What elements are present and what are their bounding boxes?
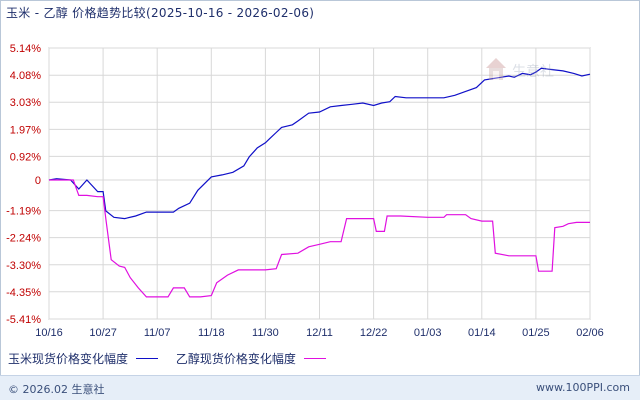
y-tick-label: 4.08% bbox=[10, 70, 41, 82]
legend-item-corn: 玉米现货价格变化幅度 bbox=[8, 350, 159, 367]
x-tick-labels: 10/16 10/27 11/07 11/18 11/30 12/11 12/22 01/03… bbox=[35, 327, 604, 339]
watermark-text: 生意社 bbox=[512, 63, 554, 80]
y-tick-label: -4.35% bbox=[6, 287, 41, 299]
x-tick-label: 11/30 bbox=[252, 327, 279, 339]
y-tick-label: -2.24% bbox=[6, 233, 41, 245]
y-tick-label: -3.30% bbox=[6, 260, 41, 272]
x-tick-label: 10/16 bbox=[35, 327, 63, 339]
legend: 玉米现货价格变化幅度 乙醇现货价格变化幅度 bbox=[8, 350, 340, 367]
y-tick-label: -1.19% bbox=[6, 206, 41, 218]
chart-title: 玉米 - 乙醇 价格趋势比较(2025-10-16 - 2026-02-06) bbox=[6, 6, 315, 20]
copyright-text: © 2026.02 生意社 bbox=[8, 383, 105, 396]
y-tick-label: 0.92% bbox=[10, 151, 41, 163]
x-tick-label: 01/03 bbox=[414, 327, 442, 339]
y-tick-label: 1.97% bbox=[10, 124, 41, 136]
footer-bar: © 2026.02 生意社 www.100PPI.com bbox=[0, 375, 640, 400]
y-tick-label: 5.14% bbox=[10, 43, 41, 55]
series-line-corn bbox=[48, 67, 591, 220]
legend-item-ethanol: 乙醇现货价格变化幅度 bbox=[176, 350, 326, 367]
series-lines bbox=[48, 67, 591, 298]
legend-swatch-ethanol bbox=[303, 358, 326, 359]
x-tick-label: 01/25 bbox=[522, 327, 550, 339]
x-tick-label: 11/07 bbox=[144, 327, 171, 339]
y-tick-labels: 5.14% 4.08% 3.03% 1.97% 0.92% 0 -1.19% -2.24% -3… bbox=[6, 43, 41, 326]
y-tick-label: 3.03% bbox=[10, 97, 41, 109]
x-tick-label: 12/22 bbox=[360, 327, 388, 339]
site-url-link[interactable]: www.100PPI.com bbox=[536, 381, 630, 394]
watermark-logo: 生意社 bbox=[486, 58, 554, 80]
x-tick-label: 12/11 bbox=[306, 327, 333, 339]
series-line-ethanol bbox=[49, 179, 590, 298]
line-chart: 5.14% 4.08% 3.03% 1.97% 0.92% 0 -1.19% -2.24% -3… bbox=[6, 43, 604, 339]
y-tick-label: -5.41% bbox=[6, 314, 41, 326]
grid-lines bbox=[48, 47, 591, 320]
legend-swatch-corn bbox=[136, 358, 159, 359]
y-tick-label: 0 bbox=[35, 175, 41, 187]
x-tick-label: 10/27 bbox=[89, 327, 117, 339]
x-tick-label: 11/18 bbox=[198, 327, 225, 339]
x-tick-label: 01/14 bbox=[468, 327, 496, 339]
x-tick-label: 02/06 bbox=[576, 327, 604, 339]
legend-label-corn: 玉米现货价格变化幅度 bbox=[8, 352, 129, 366]
legend-label-ethanol: 乙醇现货价格变化幅度 bbox=[175, 352, 296, 366]
